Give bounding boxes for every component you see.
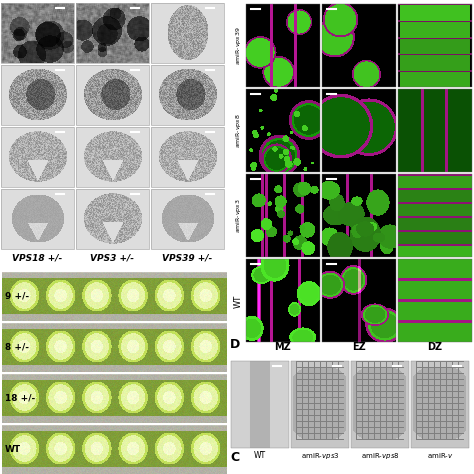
Text: MZ: MZ: [274, 342, 292, 352]
Bar: [151, 189, 224, 249]
Bar: [246, 174, 320, 257]
Bar: [76, 127, 149, 187]
Text: WT: WT: [254, 452, 266, 461]
Bar: [231, 361, 289, 448]
Text: amiR-$\it{vps39}$: amiR-$\it{vps39}$: [234, 27, 243, 65]
Bar: [322, 259, 396, 342]
Bar: [1, 3, 74, 63]
Bar: [246, 89, 320, 172]
Bar: [1, 189, 74, 249]
Bar: [76, 65, 149, 125]
Bar: [411, 361, 469, 448]
Text: DZ: DZ: [428, 342, 443, 352]
Text: VPS3 +/-: VPS3 +/-: [90, 254, 134, 263]
Text: amiR-$\it{vps8}$: amiR-$\it{vps8}$: [361, 451, 399, 461]
Text: VPS18 +/-: VPS18 +/-: [12, 254, 62, 263]
Bar: [398, 89, 472, 172]
Bar: [398, 174, 472, 257]
Bar: [246, 259, 320, 342]
Text: WT: WT: [5, 445, 21, 454]
Bar: [151, 65, 224, 125]
Bar: [398, 259, 472, 342]
Bar: [1, 127, 74, 187]
Bar: [151, 3, 224, 63]
Text: amiR-$\it{vps3}$: amiR-$\it{vps3}$: [301, 451, 339, 461]
Text: EZ: EZ: [352, 342, 366, 352]
Bar: [398, 4, 472, 87]
Bar: [351, 361, 409, 448]
Bar: [322, 174, 396, 257]
Bar: [76, 3, 149, 63]
Bar: [322, 4, 396, 87]
Bar: [322, 89, 396, 172]
Text: 8 +/-: 8 +/-: [5, 343, 29, 352]
Text: 18 +/-: 18 +/-: [5, 393, 35, 402]
Bar: [291, 361, 349, 448]
Text: WT: WT: [234, 294, 243, 308]
Text: amiR-$\it{vps3}$: amiR-$\it{vps3}$: [234, 199, 243, 233]
Text: 9 +/-: 9 +/-: [5, 292, 29, 301]
Text: amiR-$\it{v}$: amiR-$\it{v}$: [427, 452, 453, 461]
Bar: [246, 4, 320, 87]
Text: C: C: [230, 451, 239, 464]
Text: amiR-$\it{vps8}$: amiR-$\it{vps8}$: [234, 114, 243, 148]
Text: D: D: [230, 338, 240, 351]
Bar: [1, 65, 74, 125]
Text: VPS39 +/-: VPS39 +/-: [162, 254, 212, 263]
Bar: [151, 127, 224, 187]
Bar: [76, 189, 149, 249]
